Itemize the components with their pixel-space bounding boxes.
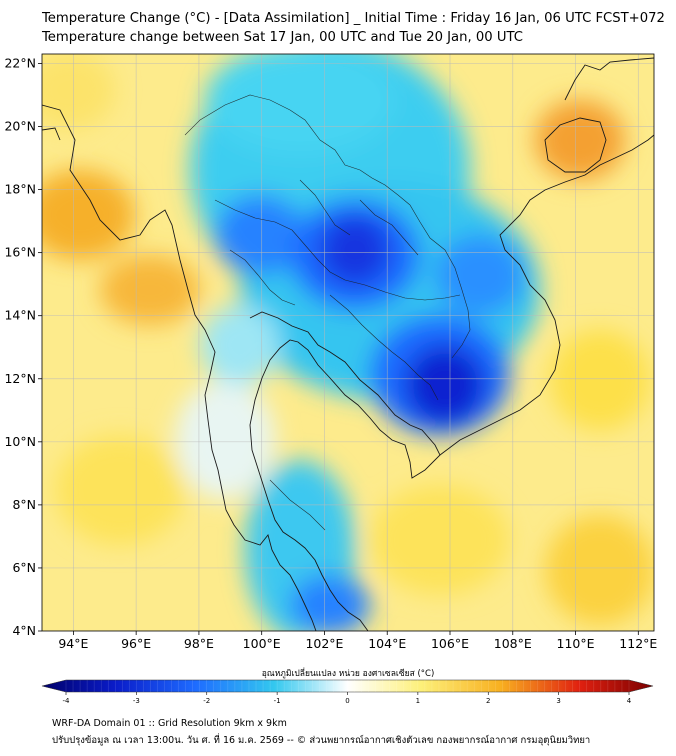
cool-zone-central-plain [200, 305, 280, 385]
warm-zone-andaman [55, 435, 185, 545]
lon-label: 110°E [557, 636, 595, 651]
lon-label: 94°E [58, 636, 88, 651]
temperature-field [42, 54, 654, 631]
axis-labels: 22°N 20°N 18°N 16°N 14°N 12°N 10°N 8°N 6°N 4°N 94°… [4, 55, 657, 651]
warm-zone-hainan [535, 100, 625, 180]
lat-label: 4°N [12, 623, 36, 638]
colorbar-tick-label: 0 [345, 697, 349, 705]
coast-gulf [249, 311, 441, 631]
border-province-3 [359, 199, 419, 256]
lat-label: 18°N [4, 182, 36, 197]
coast-bangladesh [42, 127, 61, 141]
strong-cold-cambodia [405, 345, 485, 425]
strong-cold-isan [320, 215, 390, 285]
lat-label: 8°N [12, 497, 36, 512]
update-info: ปรับปรุงข้อมูล ณ เวลา 13:00น. วัน ศ. ที่… [52, 735, 591, 746]
warm-zone-northwest [42, 54, 115, 130]
lon-label: 112°E [619, 636, 657, 651]
coastlines [42, 57, 654, 631]
cold-zone-laos-south [435, 235, 525, 315]
border-province-1 [229, 249, 296, 306]
border-thai-lao [214, 199, 461, 301]
lon-label: 100°E [243, 636, 281, 651]
warm-zone-gulf-south [370, 485, 510, 595]
coast-east [439, 134, 654, 456]
coast-south-china [564, 57, 654, 101]
neutral-zone-west-coast [175, 380, 275, 500]
lat-label: 16°N [4, 245, 36, 260]
colorbar-label: อุณหภูมิเปลี่ยนแปลง หน่วย องศาเซลเซียส (… [261, 669, 435, 679]
colorbar-tick-label: -3 [133, 697, 140, 705]
map-title: Temperature Change (°C) - [Data Assimila… [42, 11, 665, 26]
border-north [184, 94, 471, 359]
lat-label: 6°N [12, 560, 36, 575]
colorbar-tick-label: -4 [63, 697, 71, 705]
colorbar-tick-label: 3 [556, 697, 560, 705]
lat-label: 14°N [4, 308, 36, 323]
colorbar-tick-label: 2 [486, 697, 490, 705]
warm-zone-myanmar [100, 255, 200, 325]
coast-hainan [544, 117, 607, 173]
lon-label: 98°E [184, 636, 214, 651]
lon-label: 108°E [494, 636, 532, 651]
borders [184, 94, 471, 531]
colorbar-tick-label: -2 [203, 697, 210, 705]
lat-label: 20°N [4, 119, 36, 134]
model-info: WRF-DA Domain 01 :: Grid Resolution 9km … [52, 718, 287, 729]
map-frame [41, 53, 655, 632]
axis-ticks [38, 63, 639, 635]
colorbar-tick-label: -1 [274, 697, 281, 705]
lon-label: 106°E [431, 636, 469, 651]
colorbar: -4 -3 -2 -1 0 1 2 3 4 [41, 679, 654, 705]
map-subtitle: Temperature change between Sat 17 Jan, 0… [42, 30, 523, 45]
coast-west [42, 104, 317, 631]
colorbar-tick-label: 4 [627, 697, 632, 705]
lon-label: 102°E [305, 636, 343, 651]
colorbar-tick-label: 1 [416, 697, 420, 705]
border-malaysia [269, 479, 326, 531]
cold-zone-malaysia [290, 575, 370, 631]
cool-zone-yunnan [205, 54, 395, 155]
border-province-2 [299, 179, 351, 236]
lon-label: 104°E [368, 636, 406, 651]
lat-label: 22°N [4, 55, 36, 70]
warm-zone-southeast [545, 515, 654, 625]
warm-zone-south-china-sea [550, 330, 650, 430]
border-thai-cambodia [329, 294, 439, 401]
lon-label: 96°E [121, 636, 151, 651]
lat-label: 12°N [4, 371, 36, 386]
warm-zone-myanmar-coast [42, 170, 135, 260]
lat-label: 10°N [4, 434, 36, 449]
